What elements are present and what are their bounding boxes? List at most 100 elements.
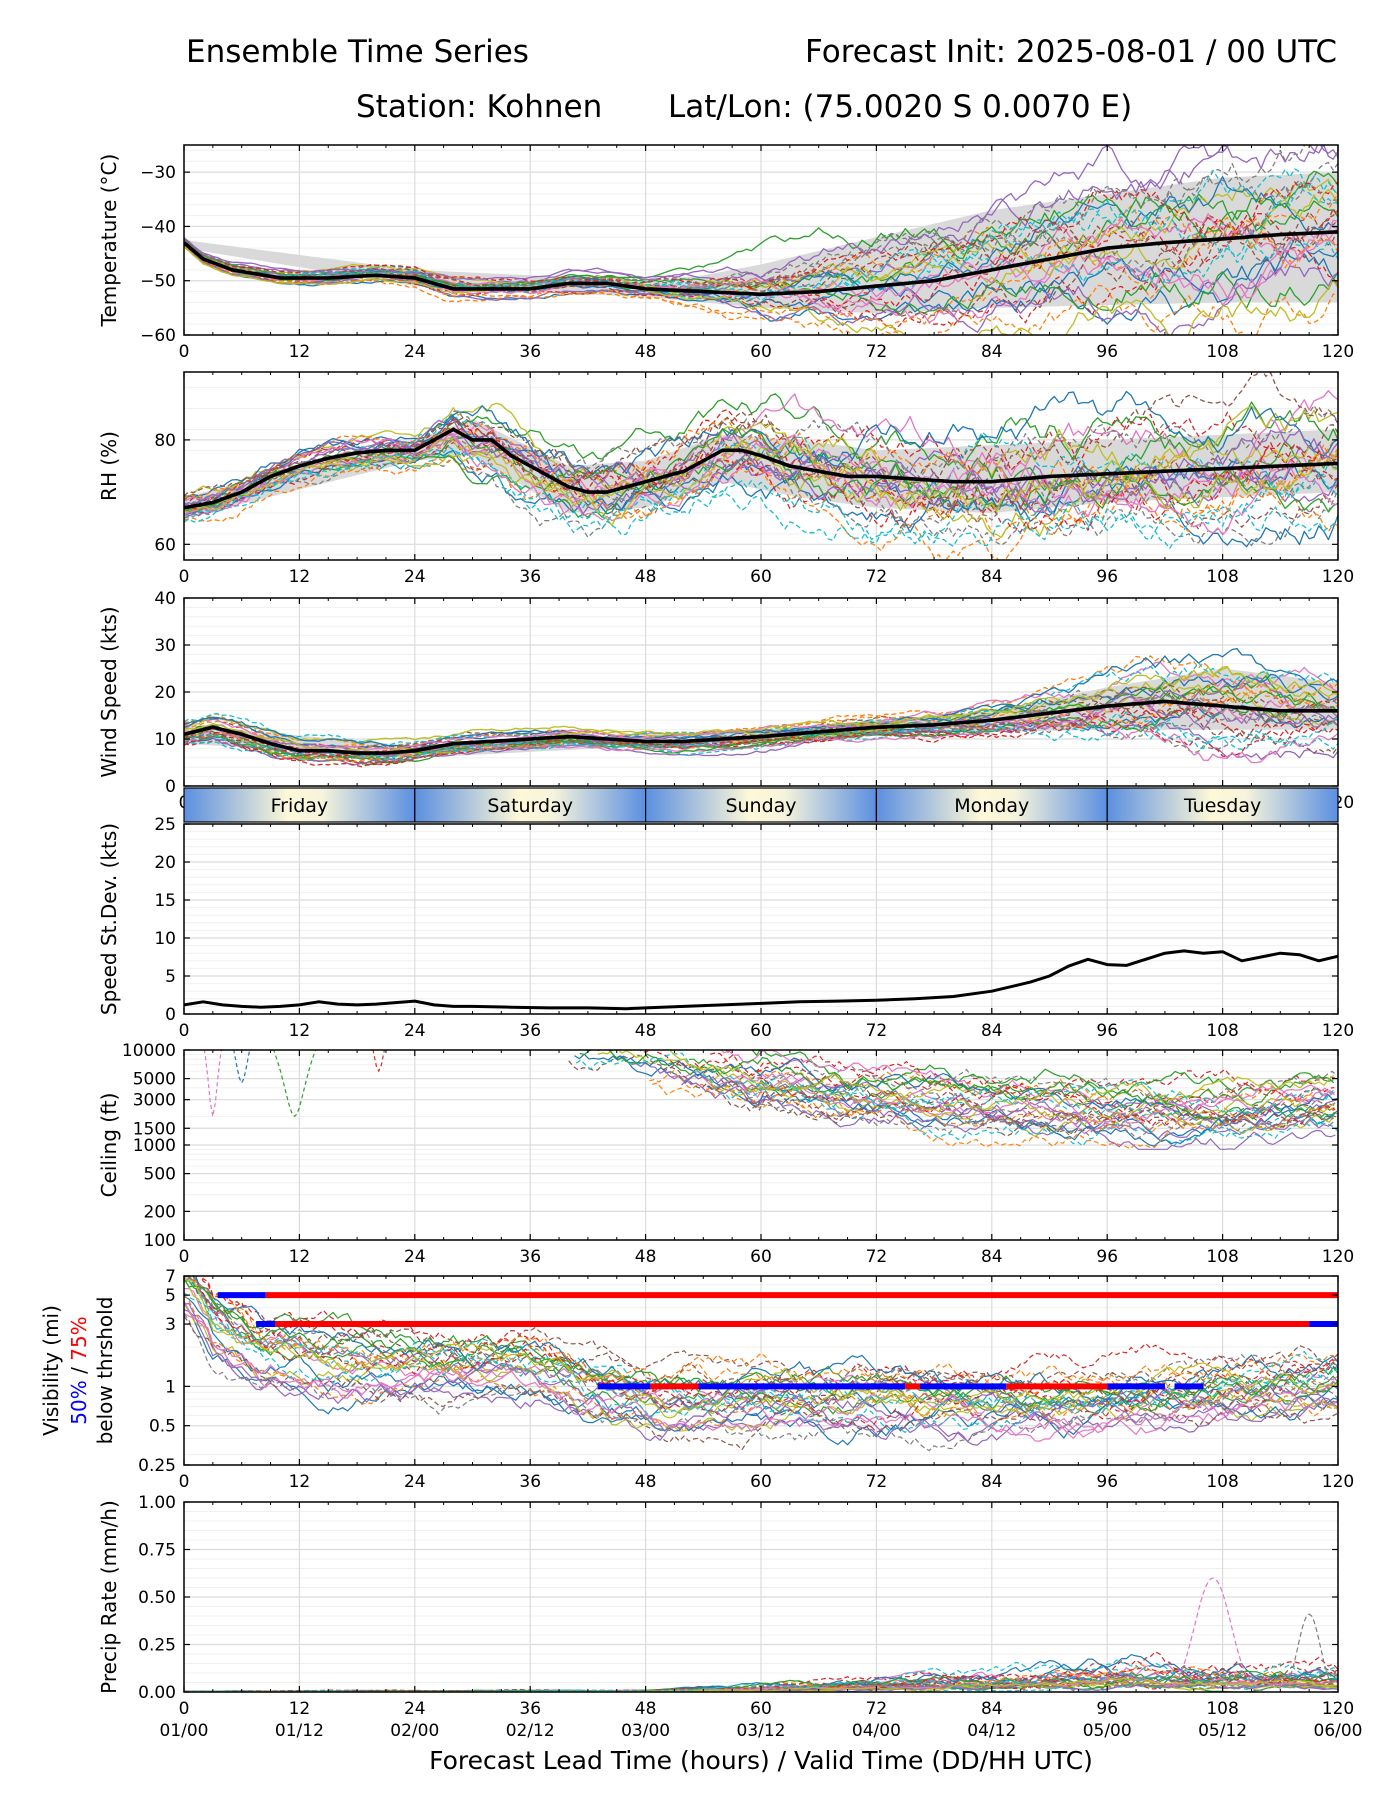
y-tick-label: 1500 bbox=[133, 1119, 176, 1139]
ensemble-member-line bbox=[184, 648, 1338, 750]
ensemble-member-line bbox=[184, 425, 1338, 533]
precip-member-line bbox=[1280, 1613, 1338, 1687]
x-tick-label: 12 bbox=[289, 342, 311, 362]
x-tick-label: 72 bbox=[866, 1021, 888, 1041]
x-tick-label: 48 bbox=[635, 1247, 657, 1267]
x-tick-label: 108 bbox=[1206, 1247, 1238, 1267]
ceiling-member-line bbox=[710, 1084, 1337, 1123]
x-tick-label: 36 bbox=[519, 1472, 541, 1492]
rh-panel: 0 12 24 36 48 60 72 84 96 108 120 60 80 RH (%) bbox=[97, 371, 1354, 587]
ensemble-member-line bbox=[184, 372, 1338, 497]
y-tick-label: 20 bbox=[154, 853, 176, 873]
x-tick-label: 96 bbox=[1096, 567, 1118, 587]
ensemble-member-line bbox=[184, 245, 1338, 335]
y-tick-label: 3000 bbox=[133, 1091, 176, 1111]
x-tick-label: 120 bbox=[1322, 342, 1354, 362]
y-tick-label: 200 bbox=[144, 1202, 176, 1222]
y-tick-label: 500 bbox=[144, 1165, 176, 1185]
day-cell bbox=[875, 787, 1108, 823]
x-tick-label: 48 bbox=[635, 1699, 657, 1719]
ensemble-member-line bbox=[184, 168, 1338, 298]
x-tick-label: 84 bbox=[981, 1699, 1003, 1719]
x-tick-label: 120 bbox=[1322, 1021, 1354, 1041]
x-tick-label: 72 bbox=[866, 567, 888, 587]
y-tick-label: 1.00 bbox=[138, 1493, 176, 1513]
y-tick-label: 0.25 bbox=[138, 1456, 176, 1476]
ceiling-member-line bbox=[758, 1077, 1336, 1127]
y-tick-label: −40 bbox=[140, 217, 176, 237]
x-tick-label: 108 bbox=[1206, 1021, 1238, 1041]
ceiling-member-line bbox=[579, 1050, 1336, 1120]
visibility-member-line bbox=[184, 1276, 1338, 1419]
ensemble-member-line bbox=[184, 685, 1338, 761]
ensemble-member-line bbox=[184, 437, 1338, 513]
x-tick-label: 120 bbox=[1322, 1472, 1354, 1492]
y-tick-label: 0.75 bbox=[138, 1541, 176, 1561]
x-tick-label: 60 bbox=[750, 342, 772, 362]
ceiling-member-line bbox=[729, 1075, 1337, 1115]
day-cell bbox=[414, 787, 647, 823]
x-tick-label: 12 bbox=[289, 1021, 311, 1041]
x-tick-label: 84 bbox=[981, 567, 1003, 587]
precip-member-line bbox=[1164, 1577, 1262, 1687]
x-tick-label: 84 bbox=[981, 1472, 1003, 1492]
visibility-member-line bbox=[184, 1304, 1338, 1432]
ensemble-member-line bbox=[184, 446, 1338, 549]
x-tick-label: 12 bbox=[289, 567, 311, 587]
ceiling-member-line bbox=[710, 1052, 1336, 1107]
ceiling-member-line bbox=[760, 1089, 1338, 1147]
x-tick-label: 60 bbox=[750, 1472, 772, 1492]
temperature-panel: 0 12 24 36 48 60 72 84 96 108 120 −60 −50 −40 −30 Tempe… bbox=[97, 144, 1354, 362]
ensemble-member-line bbox=[184, 438, 1338, 541]
visibility-member-line bbox=[184, 1302, 1338, 1446]
visibility-member-line bbox=[184, 1277, 1338, 1412]
visibility-member-line bbox=[184, 1313, 1338, 1452]
x-tick-label: 24 bbox=[404, 1472, 426, 1492]
legend-sep: / bbox=[67, 1361, 91, 1380]
x-tick-label: 36 bbox=[519, 567, 541, 587]
ensemble-member-line bbox=[184, 433, 1338, 522]
ensemble-member-line bbox=[184, 434, 1338, 536]
visibility-member-line bbox=[189, 1276, 1338, 1396]
plot-area bbox=[184, 1276, 1338, 1452]
speed-stdev-panel: 0 12 24 36 48 60 72 84 96 108 120 0 5 10 15 20 25 Speed S… bbox=[97, 815, 1354, 1041]
day-label: Monday bbox=[954, 795, 1029, 817]
x-tick-label: 108 bbox=[1206, 342, 1238, 362]
y-tick-label: 20 bbox=[154, 683, 176, 703]
x-tick-label: 84 bbox=[981, 1247, 1003, 1267]
ceiling-member-line bbox=[639, 1050, 1335, 1114]
y-tick-label: 7 bbox=[165, 1267, 176, 1287]
x-tick-label: 120 bbox=[1322, 1247, 1354, 1267]
x-tick-label: 96 bbox=[1096, 1472, 1118, 1492]
x-tick-label: 24 bbox=[404, 342, 426, 362]
y-tick-label: −60 bbox=[140, 326, 176, 346]
ensemble-member-line bbox=[184, 450, 1338, 545]
ensemble-mean-line bbox=[184, 699, 1338, 755]
x-tick-label: 24 bbox=[404, 567, 426, 587]
y-tick-label: 10000 bbox=[122, 1041, 176, 1061]
ceiling-member-line bbox=[203, 1050, 222, 1117]
y-axis-label-thresholds: 50% / 75% bbox=[67, 1316, 91, 1424]
ceiling-member-line bbox=[733, 1072, 1335, 1125]
y-tick-label: 60 bbox=[154, 535, 176, 555]
ensemble-member-line bbox=[184, 181, 1338, 289]
x-tick-label-valid-time: 05/00 bbox=[1083, 1721, 1132, 1741]
x-tick-label: 0 bbox=[179, 567, 190, 587]
forecast-init: Forecast Init: 2025-08-01 / 00 UTC bbox=[805, 34, 1337, 70]
x-tick-label: 96 bbox=[1096, 1247, 1118, 1267]
x-tick-label: 108 bbox=[1206, 1472, 1238, 1492]
x-tick-label: 48 bbox=[635, 567, 657, 587]
x-tick-label: 36 bbox=[519, 1699, 541, 1719]
stdev-line bbox=[184, 949, 1338, 1011]
x-tick-label: 24 bbox=[404, 1247, 426, 1267]
y-tick-label: 0.25 bbox=[138, 1636, 176, 1656]
y-tick-label: 0.50 bbox=[138, 1588, 176, 1608]
ensemble-member-line bbox=[184, 404, 1338, 506]
x-tick-label: 0 bbox=[179, 1021, 190, 1041]
x-tick-label: 84 bbox=[981, 342, 1003, 362]
y-tick-label: 0 bbox=[165, 777, 176, 797]
legend-50: 50% bbox=[67, 1380, 91, 1424]
plot-area bbox=[203, 1050, 1338, 1150]
station-name: Station: Kohnen bbox=[356, 89, 603, 125]
y-tick-label: 0.5 bbox=[149, 1417, 176, 1437]
